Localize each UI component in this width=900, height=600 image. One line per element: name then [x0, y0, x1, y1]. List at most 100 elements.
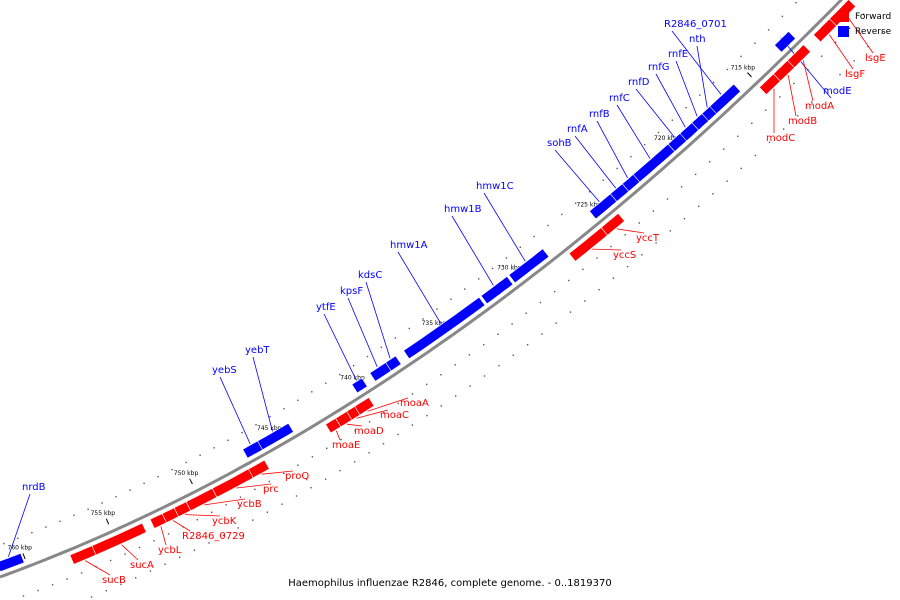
label-leader-line: [655, 73, 686, 128]
kbp-tick-mark: [105, 518, 110, 525]
scale-dot: [31, 532, 33, 534]
scale-dot: [80, 572, 83, 574]
gene-arrow-kdsc[interactable]: [385, 355, 402, 372]
scale-dot: [685, 107, 687, 109]
scale-dot: [397, 433, 399, 436]
scale-dot: [853, 60, 855, 62]
scale-dot: [641, 254, 643, 256]
scale-dot: [339, 373, 341, 376]
scale-dot: [326, 447, 328, 449]
label-leader-line: [675, 60, 698, 117]
label-leader-line: [451, 215, 494, 286]
scale-dot: [227, 439, 229, 441]
gene-label-ycct: yccT: [636, 233, 660, 244]
scale-dot: [352, 364, 355, 367]
label-leader-line: [346, 423, 363, 427]
scale-dot: [283, 472, 285, 475]
gene-arrow-suca[interactable]: [91, 522, 147, 556]
kbp-tick-label: 750 kbp: [174, 470, 199, 477]
scale-dot: [709, 161, 711, 163]
scale-dot: [382, 443, 385, 445]
gene-label-rnfb: rnfB: [589, 109, 610, 120]
scale-dot: [109, 559, 112, 562]
scale-dot: [740, 167, 742, 170]
gene-label-yccs: yccS: [613, 250, 636, 261]
scale-dot: [51, 584, 54, 586]
gene-arrow-hmw1a[interactable]: [403, 296, 486, 360]
kbp-tick-label: 720 kbp: [654, 135, 679, 142]
gene-label-ytfe: ytfE: [316, 302, 336, 313]
scale-dot: [526, 344, 529, 346]
scale-dot: [610, 245, 612, 248]
label-leader-line: [252, 356, 273, 432]
kbp-tick-label: 735 kbp: [422, 320, 447, 327]
gene-label-rnfe: rnfE: [668, 49, 688, 60]
scale-dot: [751, 122, 753, 124]
scale-dot: [164, 563, 166, 565]
gene-arrow-proq[interactable]: [247, 459, 270, 479]
gene-arrow-nrdb[interactable]: [0, 552, 25, 572]
gene-arrow-ycct[interactable]: [600, 212, 626, 236]
label-leader-line: [172, 520, 191, 532]
scale-dot: [657, 131, 660, 134]
scale-dot: [101, 502, 103, 504]
scale-dot: [281, 503, 283, 505]
scale-dot: [440, 374, 442, 376]
label-leader-line: [236, 483, 272, 489]
scale-dot: [157, 475, 159, 478]
gene-label-hmw1b: hmw1B: [444, 204, 482, 215]
scale-dot: [569, 311, 572, 313]
scale-dot: [368, 452, 370, 454]
scale-dot: [835, 41, 837, 44]
scale-dot: [383, 412, 385, 414]
scale-dot: [311, 391, 313, 393]
gene-arrow-r2846_0701[interactable]: [709, 83, 742, 115]
gene-arrow-ytfe[interactable]: [351, 377, 368, 394]
scale-dot: [497, 333, 499, 335]
label-leader-line: [261, 470, 294, 475]
scale-dot: [839, 74, 841, 76]
gene-label-ycbl: ycbL: [158, 545, 182, 556]
scale-dot: [325, 382, 327, 384]
scale-dot: [811, 101, 813, 103]
gene-label-mode: modE: [823, 86, 852, 97]
scale-dot: [825, 87, 827, 90]
scale-dot: [779, 96, 781, 98]
scale-dot: [793, 82, 795, 85]
gene-label-moda: modA: [805, 101, 834, 112]
gene-arrow-mode[interactable]: [774, 30, 796, 53]
label-leader-line: [616, 104, 651, 159]
scale-dot: [468, 354, 471, 356]
label-leader-line: [554, 149, 600, 203]
label-leader-line: [185, 514, 221, 517]
scale-dot: [394, 337, 397, 339]
scale-dot: [483, 343, 485, 346]
scale-dot: [225, 504, 227, 506]
scale-dot: [455, 395, 457, 397]
gene-arrow-moda[interactable]: [787, 44, 811, 69]
gene-arrow-yebt[interactable]: [257, 422, 294, 451]
gene-label-yebt: yebT: [245, 345, 270, 356]
gene-arrow-hmw1b[interactable]: [480, 275, 514, 305]
kbp-tick-mark: [189, 478, 193, 485]
gene-label-hmw1a: hmw1A: [390, 240, 428, 251]
gene-label-rnfg: rnfG: [648, 62, 670, 73]
gene-label-lsge: lsgE: [865, 53, 886, 64]
scale-dot: [737, 135, 739, 137]
scale-dot: [698, 205, 700, 207]
gene-label-kdsc: kdsC: [358, 270, 382, 281]
scale-dot: [450, 298, 452, 300]
gene-arrow-moaa[interactable]: [354, 397, 375, 416]
gene-arrow-hmw1c[interactable]: [508, 248, 550, 284]
scale-dot: [498, 365, 500, 367]
scale-dot: [598, 289, 600, 291]
scale-dot: [185, 461, 187, 464]
scale-dot: [380, 346, 383, 348]
gene-arrow-ycbb[interactable]: [185, 487, 218, 512]
scale-dot: [87, 508, 89, 510]
gene-label-moac: moaC: [380, 410, 409, 421]
scale-dot: [143, 482, 145, 485]
scale-dot: [669, 230, 671, 232]
scale-dot: [699, 94, 701, 96]
